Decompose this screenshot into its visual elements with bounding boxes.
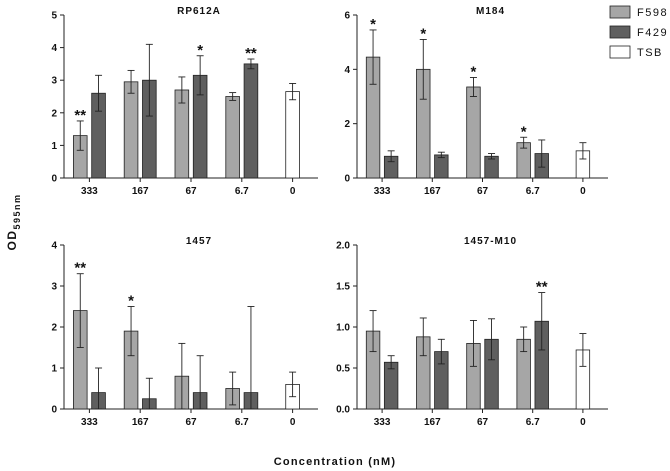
x-tick-label: 167 [132,417,149,428]
x-tick-label: 67 [477,417,489,428]
legend-item-f598: F598 [609,5,668,19]
panel-title: M184 [476,6,505,17]
x-tick-label: 167 [424,186,441,197]
y-tick-label: 2 [344,119,350,130]
significance-marker: * [370,16,376,33]
x-tick-label: 0 [290,186,296,197]
y-tick-label: 4 [51,241,57,252]
x-tick-label: 0 [580,186,586,197]
y-tick-label: 0 [51,405,57,416]
y-tick-label: 2 [51,108,57,119]
x-tick-label: 333 [374,186,391,197]
y-tick-label: 5 [51,11,57,22]
y-tick-label: 4 [51,43,57,54]
significance-marker: * [471,63,477,80]
significance-marker: * [128,293,134,310]
y-tick-label: 6 [344,11,350,22]
y-axis-label-subscript: 595nm [12,193,22,229]
bar-f598 [123,81,139,179]
x-tick-label: 67 [477,186,489,197]
panel-title: RP612A [177,6,221,17]
y-tick-label: 1 [51,141,57,152]
y-axis-label-main: OD [5,230,19,251]
legend: F598 F429 TSB [609,5,668,59]
legend-label-tsb: TSB [637,47,663,59]
y-tick-label: 0 [51,174,57,185]
significance-marker: ** [74,107,86,124]
y-tick-label: 0.5 [336,364,350,375]
significance-marker: ** [536,279,548,296]
panel-title: 1457-M10 [464,236,517,247]
legend-label-f429: F429 [637,27,668,39]
x-tick-label: 0 [580,417,586,428]
chart-panel-1: RP612A 0 1 2 3 4 5 333 ** 167 67 * 6.7 ** 0 [51,6,318,197]
x-tick-label: 6.7 [526,417,540,428]
x-tick-label: 333 [374,417,391,428]
y-tick-label: 0.0 [336,405,350,416]
significance-marker: * [420,25,426,42]
legend-item-f429: F429 [609,25,668,39]
x-tick-label: 333 [81,417,98,428]
legend-label-f598: F598 [637,7,668,19]
bar-f598 [225,96,240,179]
x-tick-label: 333 [81,186,98,197]
legend-swatch-tsb [609,45,631,59]
chart-panel-2: M184 0 2 4 6 333 * 167 * 67 * 6.7 * 0 [344,6,608,197]
significance-marker: ** [74,260,86,277]
y-tick-label: 1.0 [336,323,350,334]
legend-swatch-f429 [609,25,631,39]
y-tick-label: 0 [344,174,350,185]
bar-f429 [383,361,399,410]
x-tick-label: 67 [185,186,197,197]
panel-title: 1457 [186,236,212,247]
x-tick-label: 67 [185,417,197,428]
bar-tsb [285,91,300,179]
x-tick-label: 6.7 [526,186,540,197]
y-tick-label: 3 [51,282,57,293]
x-tick-label: 6.7 [235,186,249,197]
significance-marker: * [197,42,203,59]
chart-panel-3: 1457 0 1 2 3 4 333 ** 167 * 67 6.7 0 [51,236,318,428]
x-tick-label: 6.7 [235,417,249,428]
significance-marker: * [521,123,527,140]
y-tick-label: 2 [51,323,57,334]
significance-marker: ** [245,45,257,62]
x-tick-label: 167 [132,186,149,197]
x-axis-label: Concentration (nM) [274,456,396,468]
x-tick-label: 167 [424,417,441,428]
x-tick-label: 0 [290,417,296,428]
legend-item-tsb: TSB [609,45,663,59]
bar-f429 [243,63,259,179]
y-tick-label: 2.0 [336,241,350,252]
y-axis-label: OD595nm [5,193,22,250]
y-tick-label: 4 [344,65,350,76]
y-tick-label: 1 [51,364,57,375]
y-tick-label: 1.5 [336,282,350,293]
bar-f429 [434,154,449,179]
y-tick-label: 3 [51,76,57,87]
bar-f598 [466,86,481,179]
chart-panel-4: 1457-M10 0.0 0.5 1.0 1.5 2.0 333 167 67 6.7 ** 0 [336,236,608,428]
bar-f429 [484,155,499,179]
legend-swatch-f598 [609,5,631,19]
